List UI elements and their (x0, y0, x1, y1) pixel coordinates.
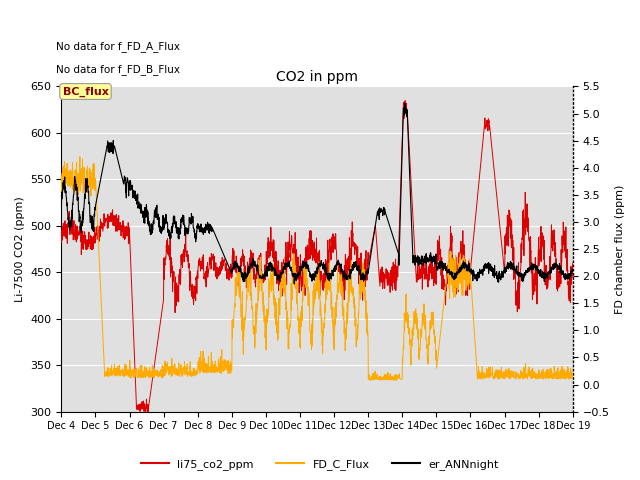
Title: CO2 in ppm: CO2 in ppm (276, 70, 358, 84)
Y-axis label: FD chamber flux (ppm): FD chamber flux (ppm) (615, 184, 625, 314)
Text: No data for f_FD_B_Flux: No data for f_FD_B_Flux (56, 64, 180, 74)
Legend: li75_co2_ppm, FD_C_Flux, er_ANNnight: li75_co2_ppm, FD_C_Flux, er_ANNnight (136, 455, 504, 474)
Y-axis label: Li-7500 CO2 (ppm): Li-7500 CO2 (ppm) (15, 196, 25, 302)
Text: No data for f_FD_A_Flux: No data for f_FD_A_Flux (56, 41, 180, 52)
Text: BC_flux: BC_flux (63, 86, 108, 96)
